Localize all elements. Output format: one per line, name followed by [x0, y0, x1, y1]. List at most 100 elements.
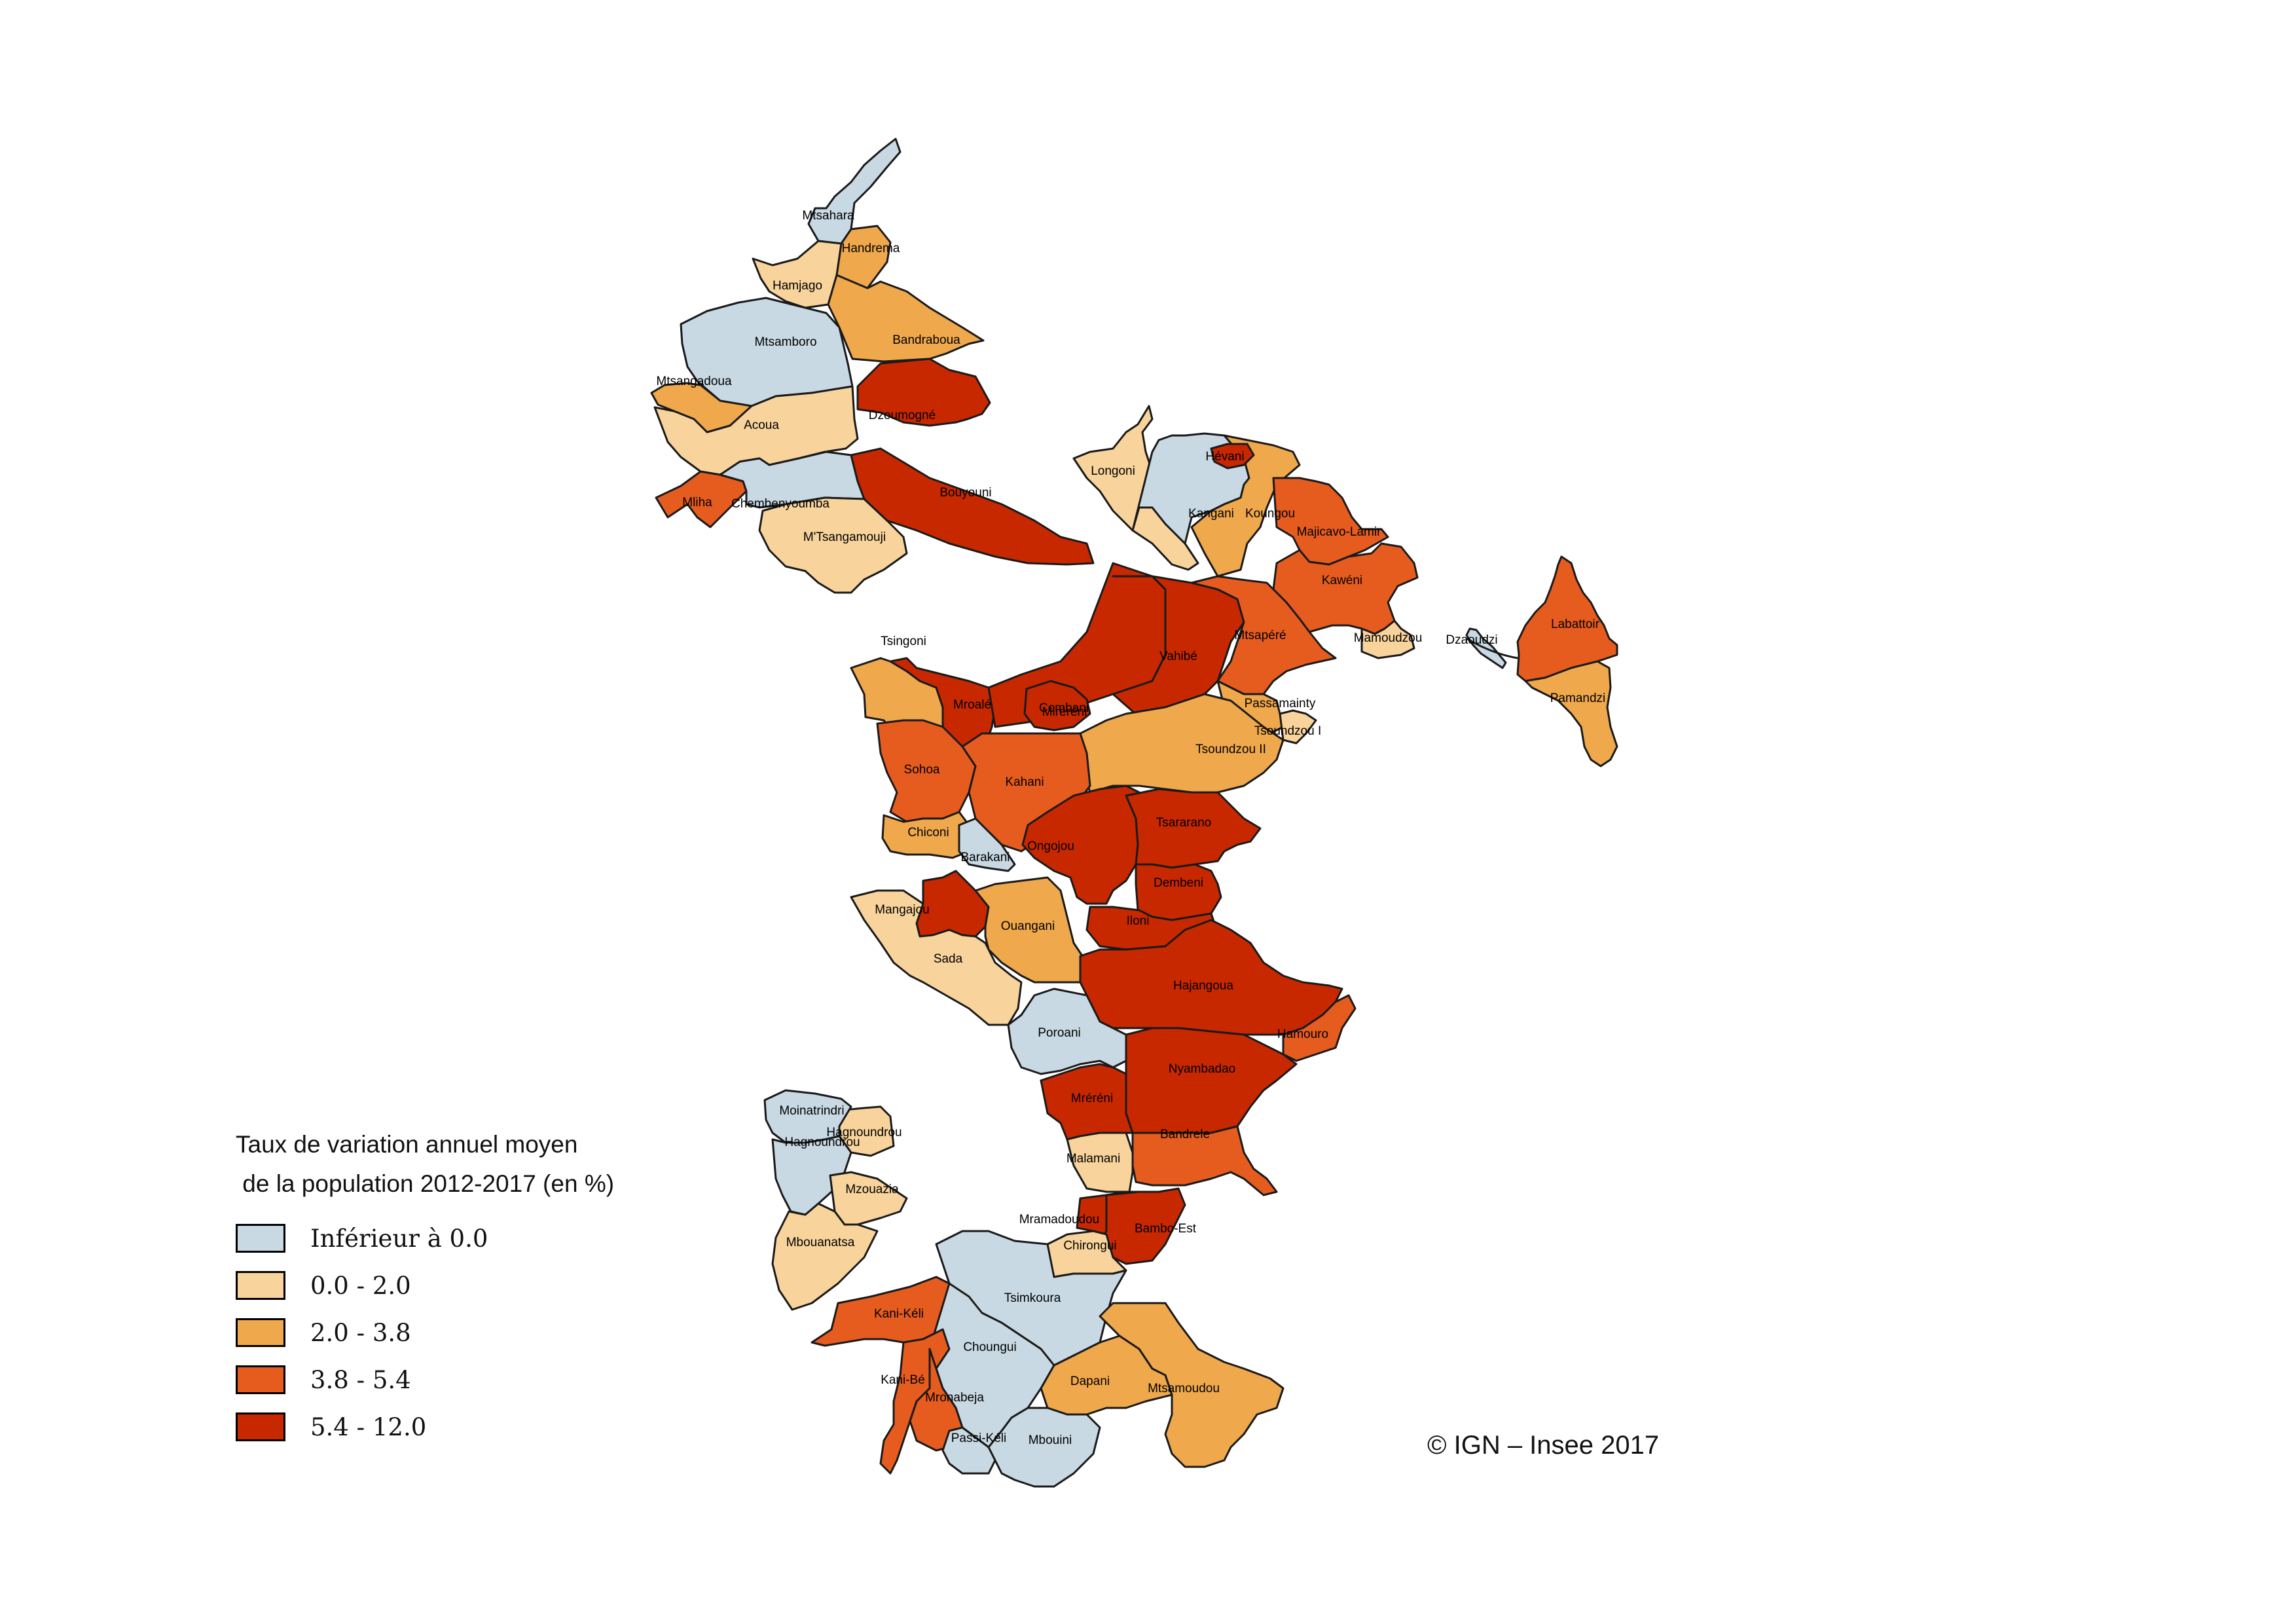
village-label: Mtsahara — [802, 209, 854, 223]
village-label: Koungou — [1245, 507, 1295, 521]
village-area-majicavo-lamir[interactable] — [1272, 477, 1389, 566]
village-area-dzoumogne[interactable] — [856, 358, 991, 427]
village-label: Poroani — [1038, 1026, 1081, 1040]
legend-item-3-8-5-4: 3.8 - 5.4 — [236, 1365, 411, 1395]
village-label: Mliha — [682, 496, 712, 509]
legend: Taux de variation annuel moyen de la pop… — [236, 1125, 614, 1441]
village-area-mirereni[interactable] — [1023, 680, 1091, 731]
village-label: Hamjago — [773, 279, 822, 293]
village-label: Hajangoua — [1173, 979, 1233, 993]
village-area-bandrele[interactable] — [1131, 1125, 1278, 1196]
village-label: Mbouanatsa — [786, 1236, 855, 1249]
village-label: Tsingoni — [881, 635, 926, 648]
legend-label: 2.0 - 3.8 — [310, 1318, 411, 1347]
legend-swatch — [236, 1271, 285, 1300]
village-label: Dzaoudzi — [1446, 633, 1497, 647]
village-label: Tsoundzou I — [1254, 724, 1321, 738]
village-label: Bambo-Est — [1135, 1222, 1197, 1236]
village-label: Mréréni — [1071, 1092, 1113, 1105]
village-label: Kawéni — [1322, 574, 1362, 587]
village-area-mbouini[interactable] — [987, 1407, 1101, 1488]
village-label: Mamoudzou — [1354, 631, 1423, 645]
village-label: Vahibé — [1159, 650, 1197, 663]
village-area-tsoundzou-i[interactable] — [1279, 709, 1317, 745]
village-label: Mangajou — [875, 903, 929, 917]
village-label: Dembeni — [1154, 876, 1203, 890]
village-area-bandraboua[interactable] — [827, 274, 985, 363]
village-label: Mtsamoudou — [1148, 1382, 1220, 1395]
village-label: Kahani — [1005, 775, 1044, 789]
village-label: Bandrele — [1160, 1128, 1210, 1141]
legend-swatch — [236, 1412, 285, 1441]
legend-title-line1: Taux de variation annuel moyen — [236, 1131, 578, 1158]
village-label: Acoua — [744, 418, 779, 432]
village-label: Mramadoudou — [1019, 1213, 1100, 1227]
village-area-mtsamoudou[interactable] — [1099, 1302, 1285, 1468]
village-area-mrereni[interactable] — [1040, 1063, 1134, 1141]
village-labels: Mtsahara Handrema Hamjago Mtsamboro Bandrabo… — [656, 209, 1605, 1447]
village-label: Miréréni — [1042, 705, 1087, 719]
copyright-text: © IGN – Insee 2017 — [1427, 1431, 1660, 1460]
village-label: Longoni — [1091, 464, 1135, 478]
village-area-sada[interactable] — [850, 889, 1023, 1026]
village-area-mzouazia[interactable] — [829, 1171, 908, 1226]
village-label: Labattoir — [1551, 618, 1600, 631]
village-label: Chiconi — [907, 826, 949, 840]
village-label: Tsararano — [1156, 816, 1212, 830]
village-label: Mtsangadoua — [656, 375, 732, 388]
village-area-mliha[interactable] — [655, 470, 748, 528]
village-label: Bandraboua — [892, 333, 960, 347]
village-label: Moinatrindri — [779, 1104, 844, 1118]
village-label: Hévani — [1205, 450, 1244, 464]
village-label: Combani — [1039, 701, 1089, 715]
village-label: Kani-Bé — [881, 1373, 925, 1387]
legend-label: 5.4 - 12.0 — [310, 1412, 427, 1441]
village-label: Dapani — [1070, 1375, 1110, 1388]
village-label: Sohoa — [904, 763, 940, 777]
village-area-barakani[interactable] — [958, 817, 1016, 872]
village-label: Tsoundzou II — [1195, 743, 1266, 756]
village-label: Passamainty — [1245, 697, 1316, 710]
village-label: Mtsamboro — [754, 335, 816, 349]
village-area-mtsapere[interactable] — [1190, 575, 1337, 695]
village-area-mamoudzou[interactable] — [1360, 619, 1415, 659]
legend-label: 3.8 - 5.4 — [310, 1365, 411, 1394]
village-label: Majicavo-Lamir — [1297, 525, 1381, 539]
village-area-nyambadao[interactable] — [1125, 1027, 1298, 1134]
village-label: Barakani — [961, 851, 1010, 864]
village-label: Sada — [934, 952, 963, 966]
village-area-mtsahara[interactable] — [807, 138, 902, 245]
village-area-mbouanatsa[interactable] — [771, 1202, 879, 1311]
village-label: Hagnoundrou — [784, 1135, 860, 1149]
legend-item-5-4-12: 5.4 - 12.0 — [236, 1412, 426, 1442]
village-label: Kangani — [1188, 507, 1234, 521]
village-area-hevani[interactable] — [1210, 443, 1255, 470]
village-label: Mtsapéré — [1234, 629, 1286, 642]
legend-item-0-2: 0.0 - 2.0 — [236, 1270, 411, 1301]
village-area-malamani[interactable] — [1066, 1132, 1134, 1193]
village-label: Mbouini — [1029, 1433, 1072, 1447]
village-polygons — [650, 138, 1618, 1488]
village-area-koungou[interactable] — [1190, 434, 1301, 578]
village-label: Mzouazia — [845, 1183, 899, 1196]
village-label: Chirongui — [1063, 1239, 1116, 1253]
village-label: Choungui — [963, 1340, 1016, 1354]
village-area-dembeni[interactable] — [1135, 863, 1222, 921]
village-area-passi-keli[interactable] — [941, 1426, 996, 1475]
village-area-tsararano[interactable] — [1125, 788, 1262, 869]
legend-item-below-zero: Inférieur à 0.0 — [236, 1223, 488, 1253]
village-label: Dzoumogné — [869, 409, 936, 422]
village-area-ongojou[interactable] — [1021, 784, 1140, 905]
village-area-bouyouni[interactable] — [850, 447, 1095, 566]
village-area-ouangani[interactable] — [974, 876, 1088, 984]
village-label: M'Tsangamouji — [803, 530, 886, 544]
village-label: Handrema — [842, 242, 900, 255]
legend-item-2-3-8: 2.0 - 3.8 — [236, 1318, 411, 1348]
village-label: Kani-Kéli — [874, 1307, 924, 1321]
village-label: Nyambadao — [1169, 1062, 1235, 1076]
village-label: Malamani — [1066, 1152, 1120, 1166]
village-label: Hamouro — [1277, 1027, 1328, 1041]
village-area-pamandzi[interactable] — [1524, 660, 1618, 767]
village-area-tsoundzou-ii[interactable] — [1079, 693, 1285, 794]
village-area-hamouro[interactable] — [1282, 994, 1357, 1062]
